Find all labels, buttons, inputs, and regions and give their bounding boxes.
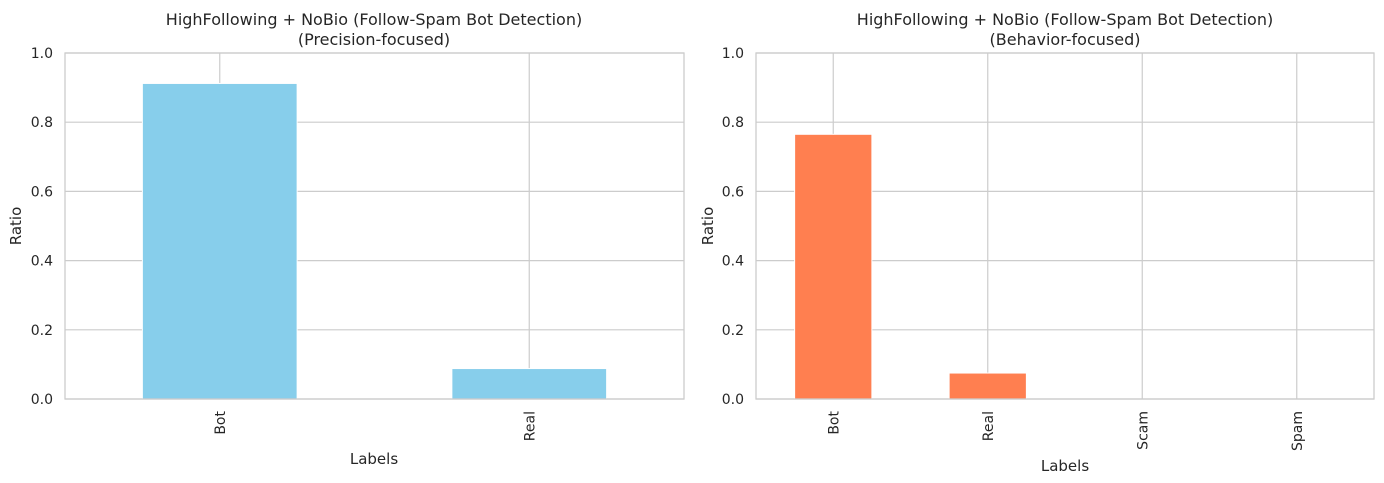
- x-tick-label: Spam: [1290, 411, 1306, 451]
- y-tick-label: 1.0: [31, 46, 53, 62]
- x-axis-label-left: Labels: [350, 450, 398, 468]
- y-tick-label: 0.2: [31, 323, 53, 339]
- x-tick-label: Real: [522, 411, 538, 441]
- bar-bot: [141, 82, 298, 400]
- chart-title-left: HighFollowing + NoBio (Follow-Spam Bot D…: [166, 10, 582, 29]
- x-axis-label-right: Labels: [1041, 457, 1089, 475]
- y-tick-label: 0.0: [31, 392, 53, 408]
- x-tick-label: Real: [981, 411, 997, 441]
- x-tick-label: Bot: [213, 411, 229, 435]
- y-axis-label-left: Ratio: [7, 207, 25, 246]
- bar-real: [948, 372, 1027, 400]
- y-tick-label: 0.4: [31, 254, 53, 270]
- bar-real: [451, 368, 608, 400]
- x-tick-label: Scam: [1135, 411, 1151, 450]
- y-tick-label: 0.8: [31, 115, 53, 131]
- bar-bot: [794, 133, 873, 400]
- subplot-right: 0.0 0.2 0.4 0.6 0.8 1.0 Bot Real Scam Spam HighFo…: [699, 10, 1375, 475]
- chart-subtitle-right: (Behavior-focused): [990, 30, 1141, 49]
- y-tick-label: 0.8: [722, 115, 744, 131]
- y-tick-label: 0.6: [722, 184, 744, 200]
- y-tick-label: 0.0: [722, 392, 744, 408]
- y-tick-label: 0.2: [722, 323, 744, 339]
- chart-subtitle-left: (Precision-focused): [298, 30, 450, 49]
- axes-frame: [64, 52, 685, 400]
- subplot-left: 0.0 0.2 0.4 0.6 0.8 1.0 Bot Real HighFollowing …: [7, 10, 685, 468]
- plot-area-right: 0.0 0.2 0.4 0.6 0.8 1.0 Bot Real Scam Spam: [722, 46, 1375, 451]
- y-axis-label-right: Ratio: [699, 207, 717, 246]
- y-tick-label: 0.6: [31, 184, 53, 200]
- chart-title-right: HighFollowing + NoBio (Follow-Spam Bot D…: [857, 10, 1273, 29]
- y-tick-label: 1.0: [722, 46, 744, 62]
- x-tick-label: Bot: [826, 411, 842, 435]
- y-tick-label: 0.4: [722, 254, 744, 270]
- plot-area-left: 0.0 0.2 0.4 0.6 0.8 1.0 Bot Real: [31, 46, 685, 441]
- axes-frame: [755, 52, 1375, 400]
